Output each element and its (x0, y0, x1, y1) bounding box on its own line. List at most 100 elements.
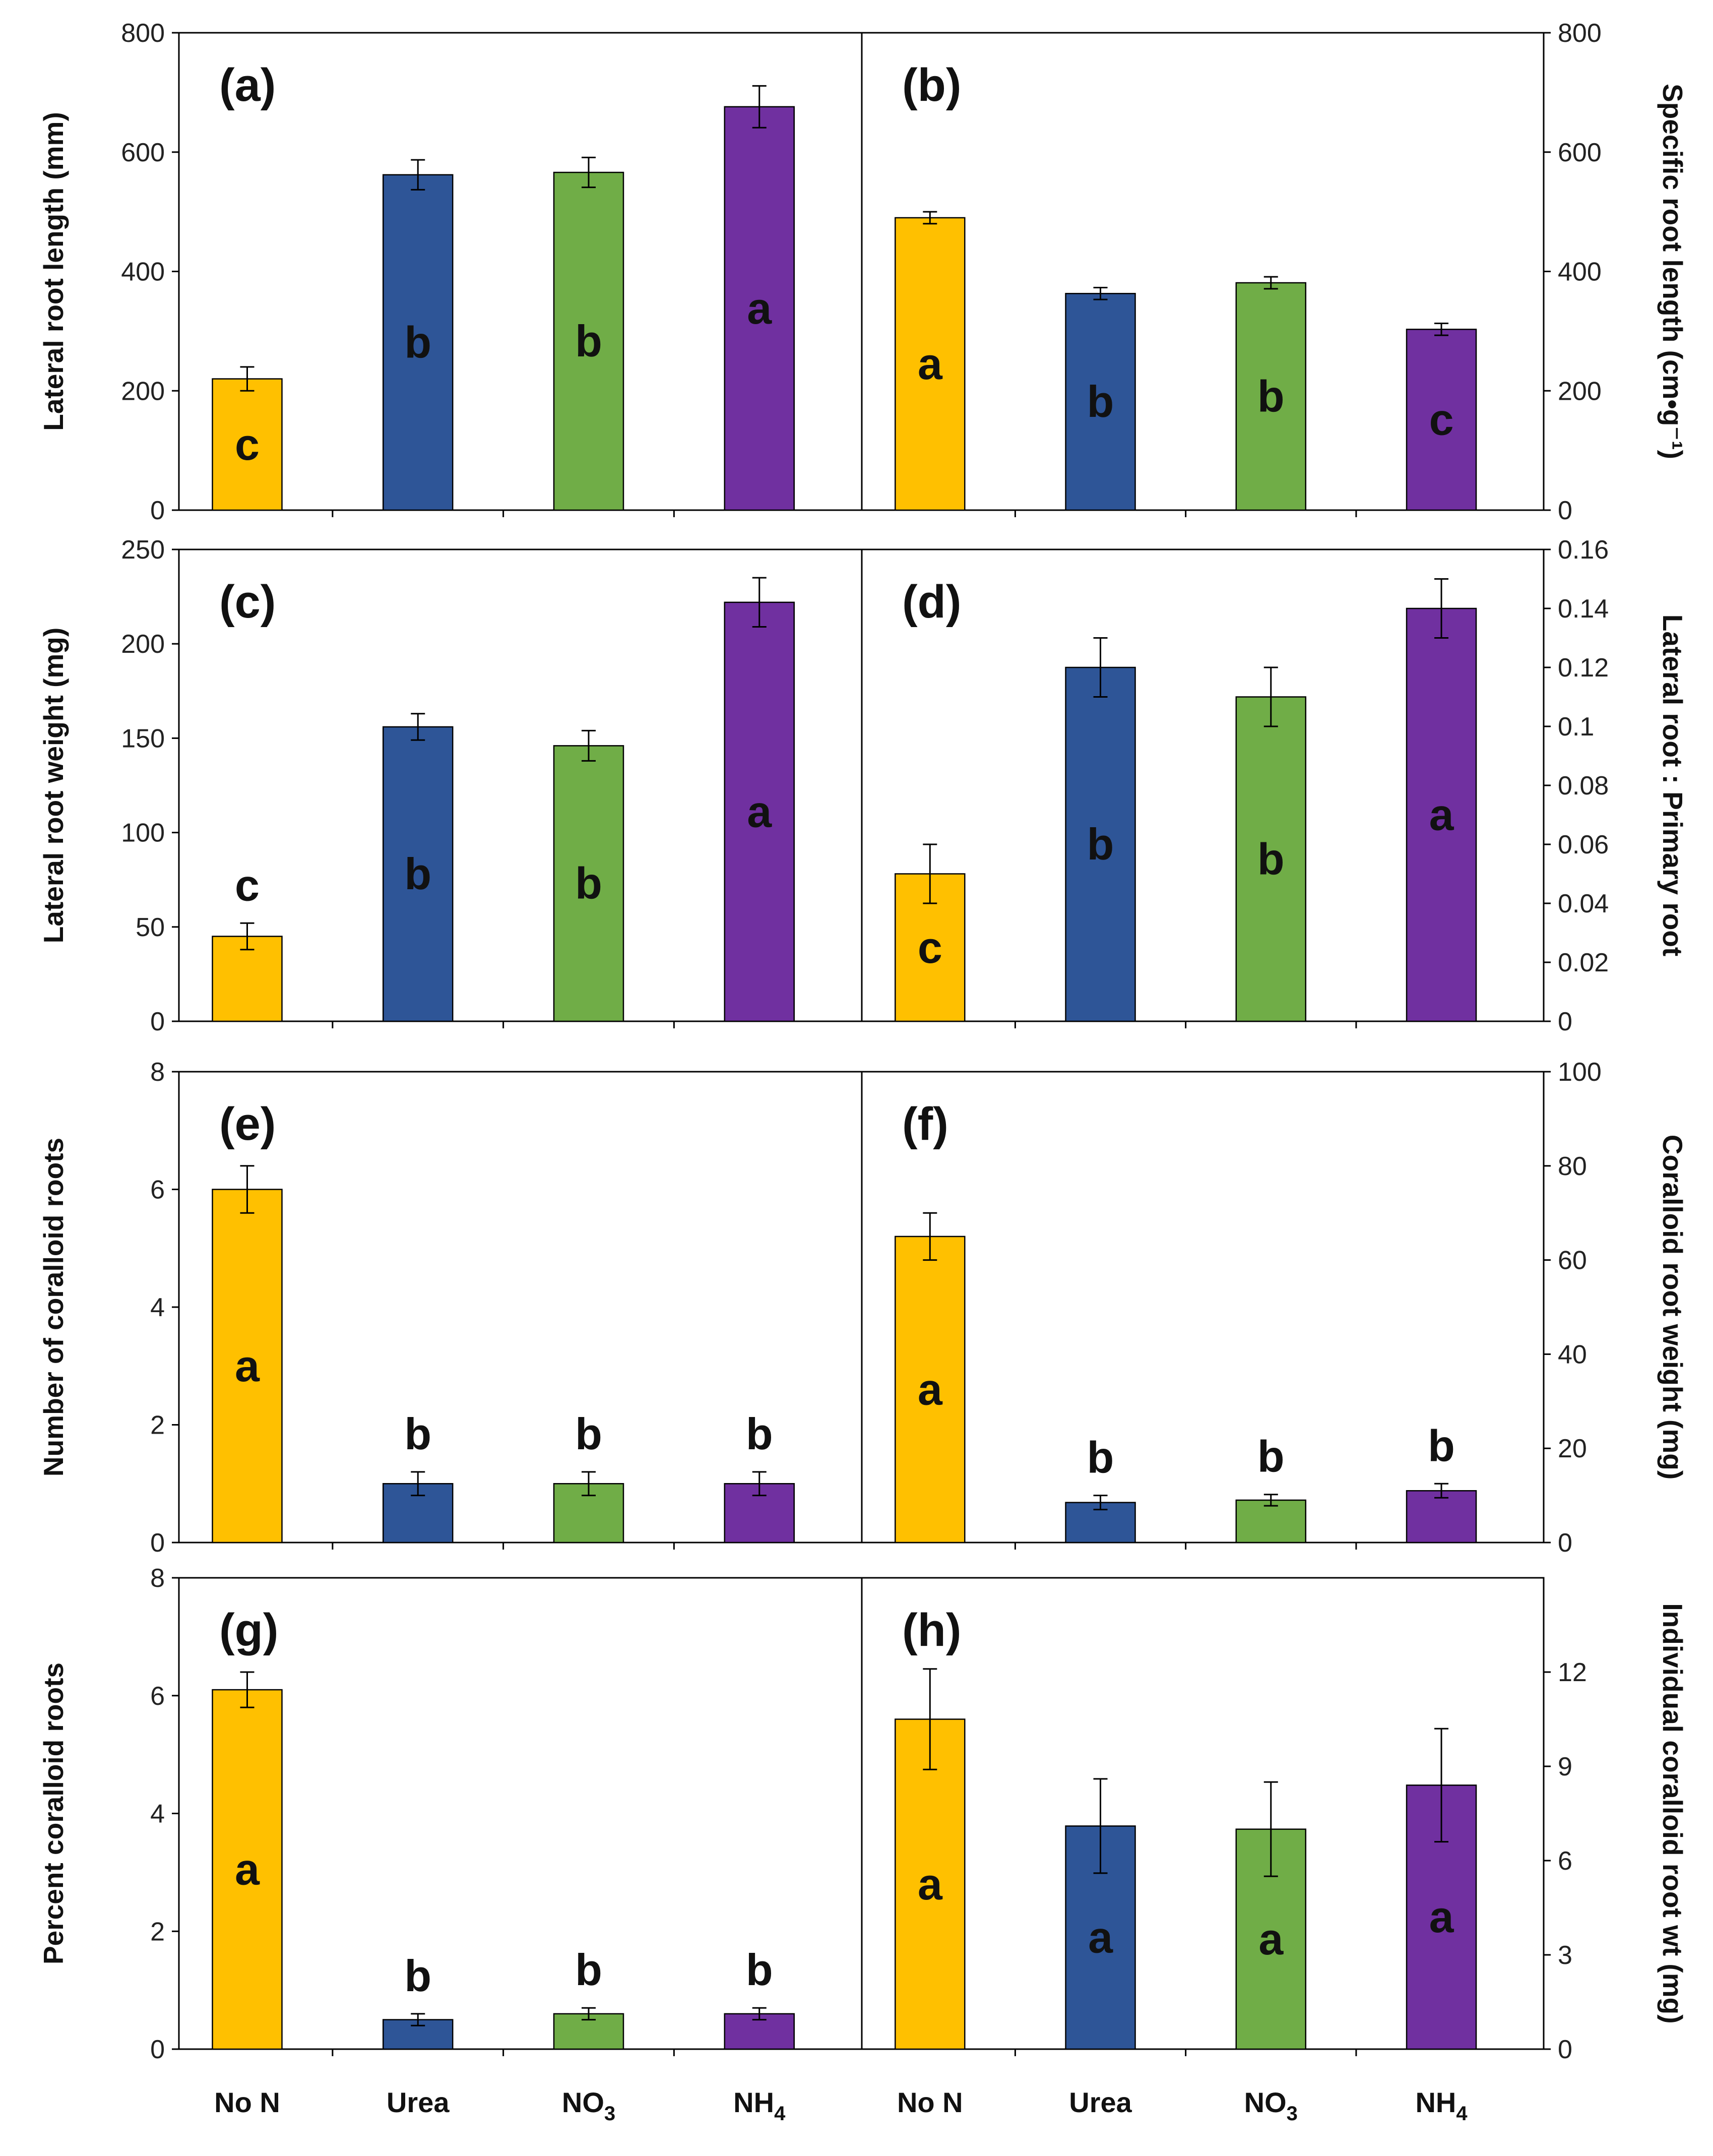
y-tick-label: 0.06 (1558, 830, 1609, 859)
x-category-label: NH4 (1415, 2086, 1468, 2125)
significance-letter: a (1258, 1914, 1284, 1964)
chart-panel-a: 0 200 400 600 800 Lateral root length (mm) (a)… (38, 19, 863, 525)
x-category-subscript: 4 (1456, 2103, 1468, 2125)
bar-nh4 (1406, 607, 1477, 1022)
bar-no3 (1235, 282, 1307, 511)
y-tick-label: 100 (121, 819, 165, 848)
significance-letter: b (1087, 819, 1114, 869)
x-category-subscript: 3 (604, 2103, 615, 2125)
y-axis-label: Percent coralloid roots (38, 1662, 69, 1964)
bar-no-n (212, 378, 283, 511)
chart-panel-f: 0 20 40 60 80 100 Coralloid root weight (mg) (f… (861, 1058, 1688, 1558)
significance-letter: a (918, 339, 943, 389)
y-axis-label: Number of coralloid roots (38, 1138, 69, 1476)
y-tick-label: 200 (121, 630, 165, 659)
y-tick-label: 0 (1558, 1007, 1572, 1036)
bar-no-n (212, 936, 283, 1022)
x-category-base: Urea (1069, 2086, 1132, 2118)
y-axis-label: Lateral root : Primary root (1657, 614, 1688, 956)
significance-letter: a (1088, 1913, 1113, 1962)
panel-label: (f) (902, 1098, 948, 1150)
x-category-label: Urea (387, 2086, 450, 2118)
x-category-base: Urea (387, 2086, 450, 2118)
y-tick-label: 40 (1558, 1340, 1587, 1369)
bar-nh4 (1406, 1490, 1477, 1544)
significance-letter: c (235, 860, 260, 910)
significance-letter: b (1257, 371, 1285, 421)
y-tick-label: 2 (150, 1411, 165, 1440)
significance-letter: a (235, 1341, 260, 1391)
panel-label: (d) (902, 576, 961, 628)
significance-letter: b (1257, 834, 1285, 884)
significance-letter: b (404, 317, 431, 367)
significance-letter: b (404, 849, 431, 899)
significance-letter: a (747, 283, 772, 333)
y-tick-label: 800 (121, 19, 165, 48)
y-tick-label: 400 (121, 258, 165, 287)
y-tick-label: 4 (150, 1293, 165, 1322)
chart-panel-c: 0 50 100 150 200 250 Lateral root weight (mg) (… (38, 535, 863, 1036)
x-category-label: No N (897, 2086, 963, 2118)
bar-nh4 (1406, 329, 1477, 511)
y-tick-label: 0.1 (1558, 712, 1594, 742)
x-category-subscript: 3 (1287, 2103, 1298, 2125)
y-tick-label: 0 (150, 1528, 165, 1558)
x-category-base: No N (897, 2086, 963, 2118)
y-tick-label: 150 (121, 724, 165, 753)
significance-letter: b (575, 316, 602, 366)
bar-no3 (1235, 696, 1307, 1022)
plot-frame (861, 1071, 1545, 1544)
significance-letter: b (1087, 377, 1114, 426)
chart-panel-d: 0 0.02 0.04 0.06 0.08 0.1 0.12 0.14 0.16 Lateral … (861, 535, 1688, 1036)
panel-label: (b) (902, 59, 961, 111)
bar-no-n (212, 1689, 283, 2050)
significance-letter: b (575, 858, 602, 908)
plot-frame (861, 1577, 1545, 2050)
y-tick-label: 0.16 (1558, 535, 1609, 565)
y-tick-label: 60 (1558, 1246, 1587, 1275)
x-category-subscript: 4 (774, 2103, 786, 2125)
significance-letter: a (747, 786, 772, 836)
significance-letter: b (1428, 1421, 1455, 1470)
y-tick-label: 6 (150, 1682, 165, 1711)
y-tick-label: 800 (1558, 19, 1602, 48)
y-tick-label: 50 (136, 913, 165, 942)
y-tick-label: 9 (1558, 1752, 1572, 1781)
panel-label: (h) (902, 1605, 961, 1656)
y-tick-label: 8 (150, 1058, 165, 1087)
y-axis-label: Lateral root length (mm) (38, 112, 69, 431)
chart-panel-g: 0 2 4 6 8 Percent coralloid roots (g) a b b b (38, 1564, 863, 2064)
bar-urea (383, 174, 454, 511)
y-tick-label: 2 (150, 1917, 165, 1946)
chart-panel-b: 0 200 400 600 800 Specific root length (cm•g⁻… (861, 19, 1688, 525)
y-tick-label: 0 (150, 496, 165, 525)
y-tick-label: 80 (1558, 1152, 1587, 1181)
y-tick-label: 6 (1558, 1846, 1572, 1876)
bar-no-n (895, 217, 966, 511)
significance-letter: b (404, 1409, 431, 1459)
significance-letter: b (404, 1951, 431, 2001)
significance-letter: b (575, 1409, 602, 1459)
significance-letter: c (1429, 395, 1454, 445)
y-tick-label: 12 (1558, 1658, 1587, 1687)
significance-letter: a (235, 1844, 260, 1894)
x-category-base: No N (214, 2086, 280, 2118)
x-category-label: No N (214, 2086, 280, 2118)
y-tick-label: 0 (1558, 496, 1572, 525)
y-tick-label: 600 (1558, 138, 1602, 167)
x-category-base: NH (733, 2086, 774, 2118)
panel-label: (a) (219, 59, 276, 111)
significance-letter: a (918, 1859, 943, 1909)
significance-letter: b (575, 1945, 602, 1995)
x-category-base: NH (1415, 2086, 1456, 2118)
y-tick-label: 200 (1558, 377, 1602, 406)
significance-letter: a (1429, 790, 1454, 840)
x-category-label: NO3 (1244, 2086, 1298, 2125)
bar-no-n (212, 1189, 283, 1544)
x-category-label: NO3 (562, 2086, 615, 2125)
panel-label: (e) (219, 1098, 276, 1150)
x-category-label: NH4 (733, 2086, 786, 2125)
significance-letter: b (1257, 1432, 1285, 1482)
